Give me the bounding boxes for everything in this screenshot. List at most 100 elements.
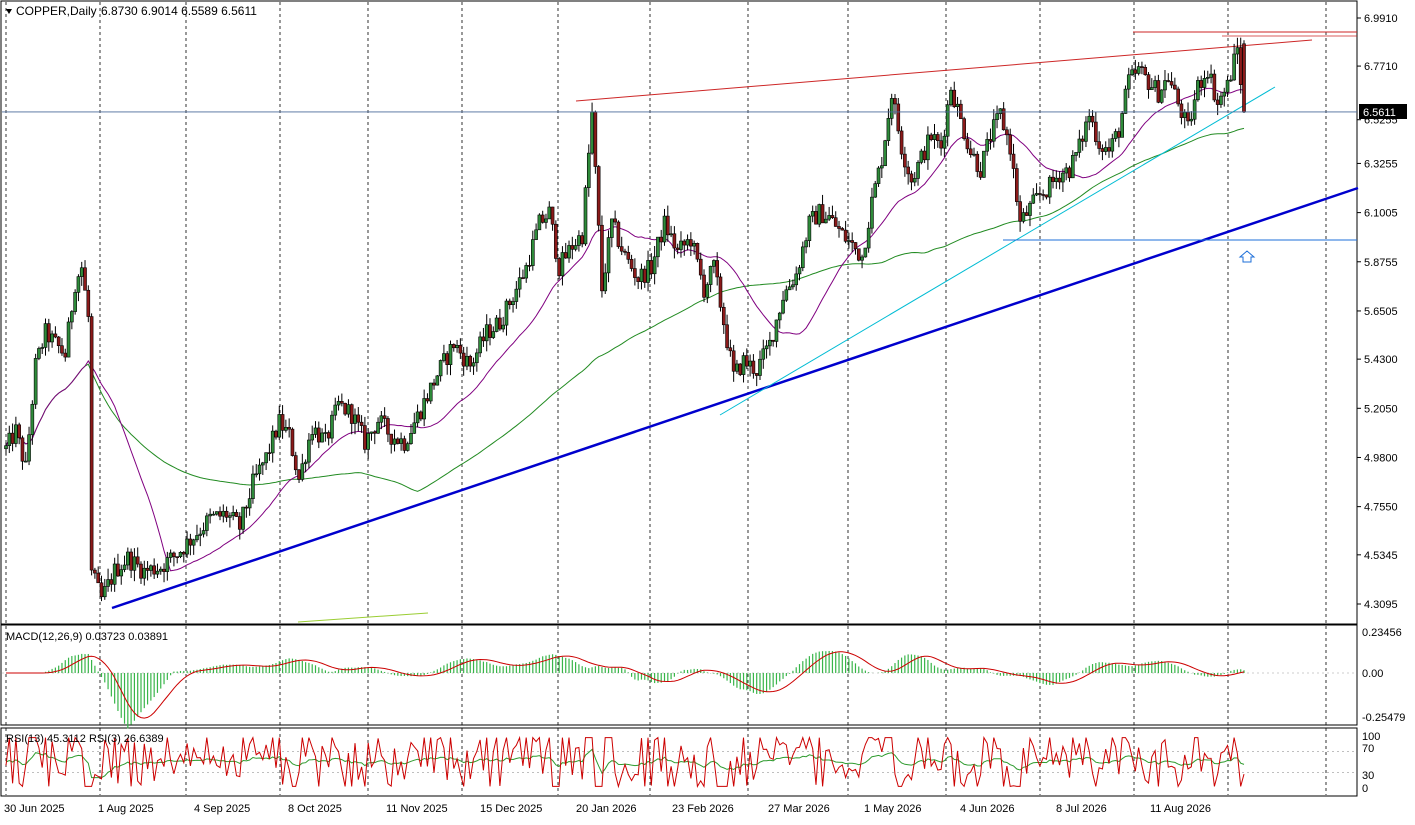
candle-body bbox=[1034, 193, 1039, 196]
macd-axis-label: 0.23456 bbox=[1362, 627, 1402, 639]
candle-body bbox=[30, 403, 35, 436]
candle-body bbox=[649, 260, 654, 275]
candle-body bbox=[1038, 193, 1042, 195]
candle-body bbox=[705, 284, 710, 298]
candle-body bbox=[56, 336, 61, 347]
candle-body bbox=[814, 211, 818, 225]
candle-body bbox=[211, 513, 216, 516]
candle-body bbox=[1070, 155, 1075, 179]
current-price-tag bbox=[1359, 104, 1407, 119]
candle-body bbox=[1222, 91, 1227, 97]
candle-body bbox=[577, 235, 581, 246]
macd-panel-frame bbox=[0, 624, 1358, 726]
x-axis-label: 4 Sep 2025 bbox=[194, 803, 250, 815]
candle-body bbox=[830, 215, 835, 218]
candle-body bbox=[293, 455, 298, 471]
candle-body bbox=[1182, 111, 1187, 118]
candle-body bbox=[1202, 78, 1207, 88]
candle-body bbox=[1005, 129, 1009, 136]
candle-body bbox=[257, 464, 262, 475]
candle-body bbox=[784, 289, 789, 301]
candle-body bbox=[234, 512, 239, 517]
rsi-title: RSI(13) 45.3112 RSI(3) 26.6389 bbox=[6, 733, 164, 745]
candle-body bbox=[932, 134, 937, 140]
candle-body bbox=[619, 246, 624, 252]
candle-body bbox=[244, 506, 249, 509]
candle-body bbox=[965, 138, 970, 150]
candle-body bbox=[573, 245, 578, 250]
candle-body bbox=[906, 166, 910, 175]
candle-body bbox=[372, 431, 377, 434]
candle-body bbox=[313, 427, 318, 435]
candle-body bbox=[1110, 138, 1115, 152]
rsi-group bbox=[2, 735, 1357, 789]
candle-body bbox=[889, 98, 894, 119]
candle-body bbox=[741, 355, 746, 375]
candle-body bbox=[1077, 138, 1082, 153]
candle-body bbox=[379, 415, 384, 423]
candle-body bbox=[1196, 80, 1200, 101]
candle-body bbox=[712, 260, 716, 267]
candle-body bbox=[172, 552, 176, 557]
candle-body bbox=[241, 506, 245, 530]
candle-body bbox=[122, 564, 127, 570]
collapse-triangle-icon[interactable] bbox=[6, 9, 12, 14]
candle-body bbox=[40, 347, 45, 349]
candle-body bbox=[521, 277, 525, 279]
candle-body bbox=[883, 140, 887, 167]
candle-body bbox=[277, 414, 282, 438]
candle-body bbox=[886, 118, 891, 142]
candle-body bbox=[754, 373, 759, 376]
candle-body bbox=[540, 214, 545, 223]
y-axis-label: 6.3255 bbox=[1364, 158, 1398, 170]
candle-body bbox=[23, 460, 28, 463]
candle-body bbox=[70, 311, 74, 323]
x-axis-label: 1 May 2026 bbox=[864, 803, 921, 815]
candle-body bbox=[498, 317, 502, 330]
candle-body bbox=[60, 345, 64, 354]
candle-body bbox=[669, 233, 673, 236]
candle-body bbox=[524, 265, 529, 279]
candle-body bbox=[557, 258, 561, 277]
candle-body bbox=[537, 214, 542, 231]
candle-body bbox=[847, 240, 851, 242]
candle-body bbox=[534, 229, 538, 240]
candle-body bbox=[853, 242, 858, 250]
candle-body bbox=[935, 134, 940, 141]
candle-body bbox=[435, 375, 440, 386]
candle-body bbox=[952, 89, 957, 108]
candle-body bbox=[116, 563, 120, 577]
candle-body bbox=[856, 248, 861, 261]
candle-body bbox=[606, 237, 611, 274]
candle-body bbox=[323, 432, 328, 434]
candle-body bbox=[251, 473, 255, 499]
candle-body bbox=[63, 352, 68, 358]
candle-body bbox=[1166, 80, 1171, 82]
candle-body bbox=[139, 563, 143, 579]
candle-body bbox=[945, 104, 950, 137]
candle-body bbox=[205, 515, 209, 531]
candle-body bbox=[955, 103, 960, 108]
candle-body bbox=[396, 438, 400, 444]
lower-channel-line bbox=[719, 86, 1276, 416]
candle-body bbox=[662, 215, 667, 243]
candle-body bbox=[531, 239, 535, 266]
candle-body bbox=[37, 348, 41, 359]
candle-body bbox=[1090, 115, 1095, 123]
trendline-group[interactable] bbox=[111, 39, 1359, 623]
candle-body bbox=[781, 299, 785, 314]
candle-body bbox=[939, 140, 943, 149]
candle-body bbox=[1011, 153, 1016, 169]
candle-body bbox=[109, 579, 114, 585]
candle-body bbox=[297, 469, 301, 480]
x-axis-label: 11 Aug 2026 bbox=[1150, 803, 1211, 815]
candle-body bbox=[833, 217, 838, 227]
y-axis-label: 5.4300 bbox=[1364, 354, 1398, 366]
candle-body bbox=[1179, 103, 1184, 118]
candle-body bbox=[422, 398, 426, 420]
candle-body bbox=[527, 265, 532, 267]
candle-body bbox=[1140, 66, 1144, 68]
candle-body bbox=[254, 473, 259, 476]
